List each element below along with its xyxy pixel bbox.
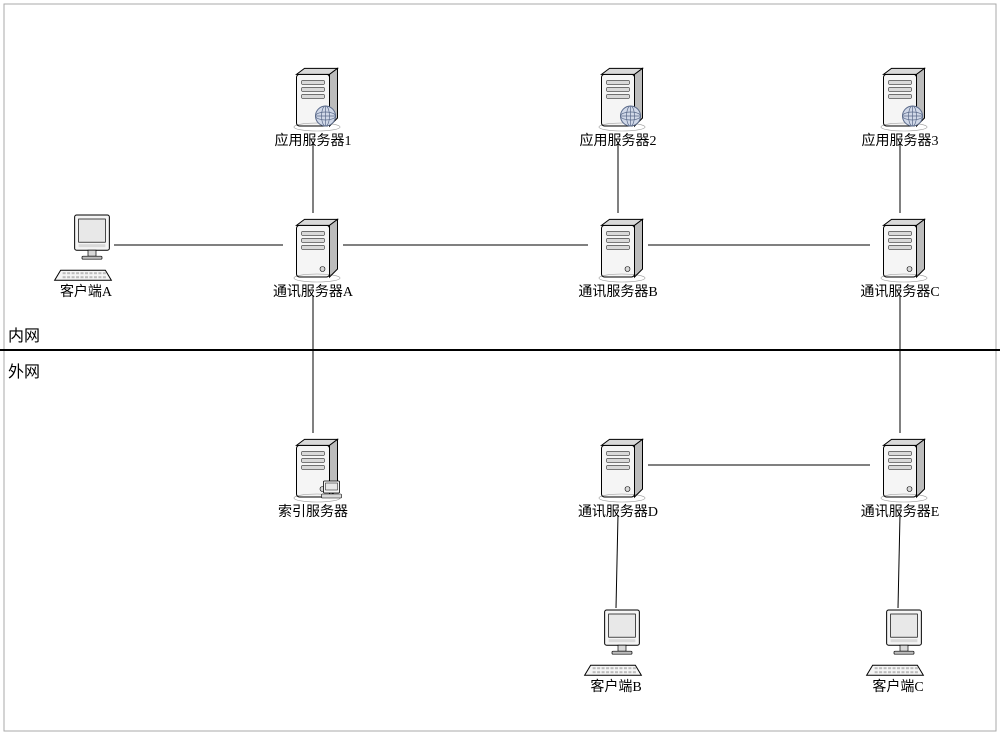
zone-label-inner: 内网 <box>8 322 40 346</box>
node-label-app3: 应用服务器3 <box>862 128 939 150</box>
node-commB <box>599 219 645 282</box>
node-commA <box>294 219 340 282</box>
node-clientA <box>55 215 112 280</box>
node-label-index: 索引服务器 <box>278 499 348 521</box>
node-app1 <box>294 68 340 131</box>
node-label-app2: 应用服务器2 <box>580 128 657 150</box>
node-label-commA: 通讯服务器A <box>273 279 353 301</box>
node-label-commE: 通讯服务器E <box>861 499 940 521</box>
node-label-app1: 应用服务器1 <box>275 128 352 150</box>
node-app2 <box>599 68 645 131</box>
node-label-commD: 通讯服务器D <box>578 499 658 521</box>
node-commC <box>881 219 927 282</box>
node-label-commB: 通讯服务器B <box>578 279 657 301</box>
node-label-clientA: 客户端A <box>60 279 112 301</box>
node-label-clientC: 客户端C <box>872 674 923 696</box>
node-clientC <box>867 610 924 675</box>
node-commD <box>599 439 645 502</box>
node-label-commC: 通讯服务器C <box>860 279 939 301</box>
node-clientB <box>585 610 642 675</box>
diagram-canvas <box>0 0 1000 735</box>
node-index <box>294 439 342 502</box>
zone-label-outer: 外网 <box>8 358 40 382</box>
node-label-clientB: 客户端B <box>590 674 641 696</box>
node-commE <box>881 439 927 502</box>
node-app3 <box>881 68 927 131</box>
